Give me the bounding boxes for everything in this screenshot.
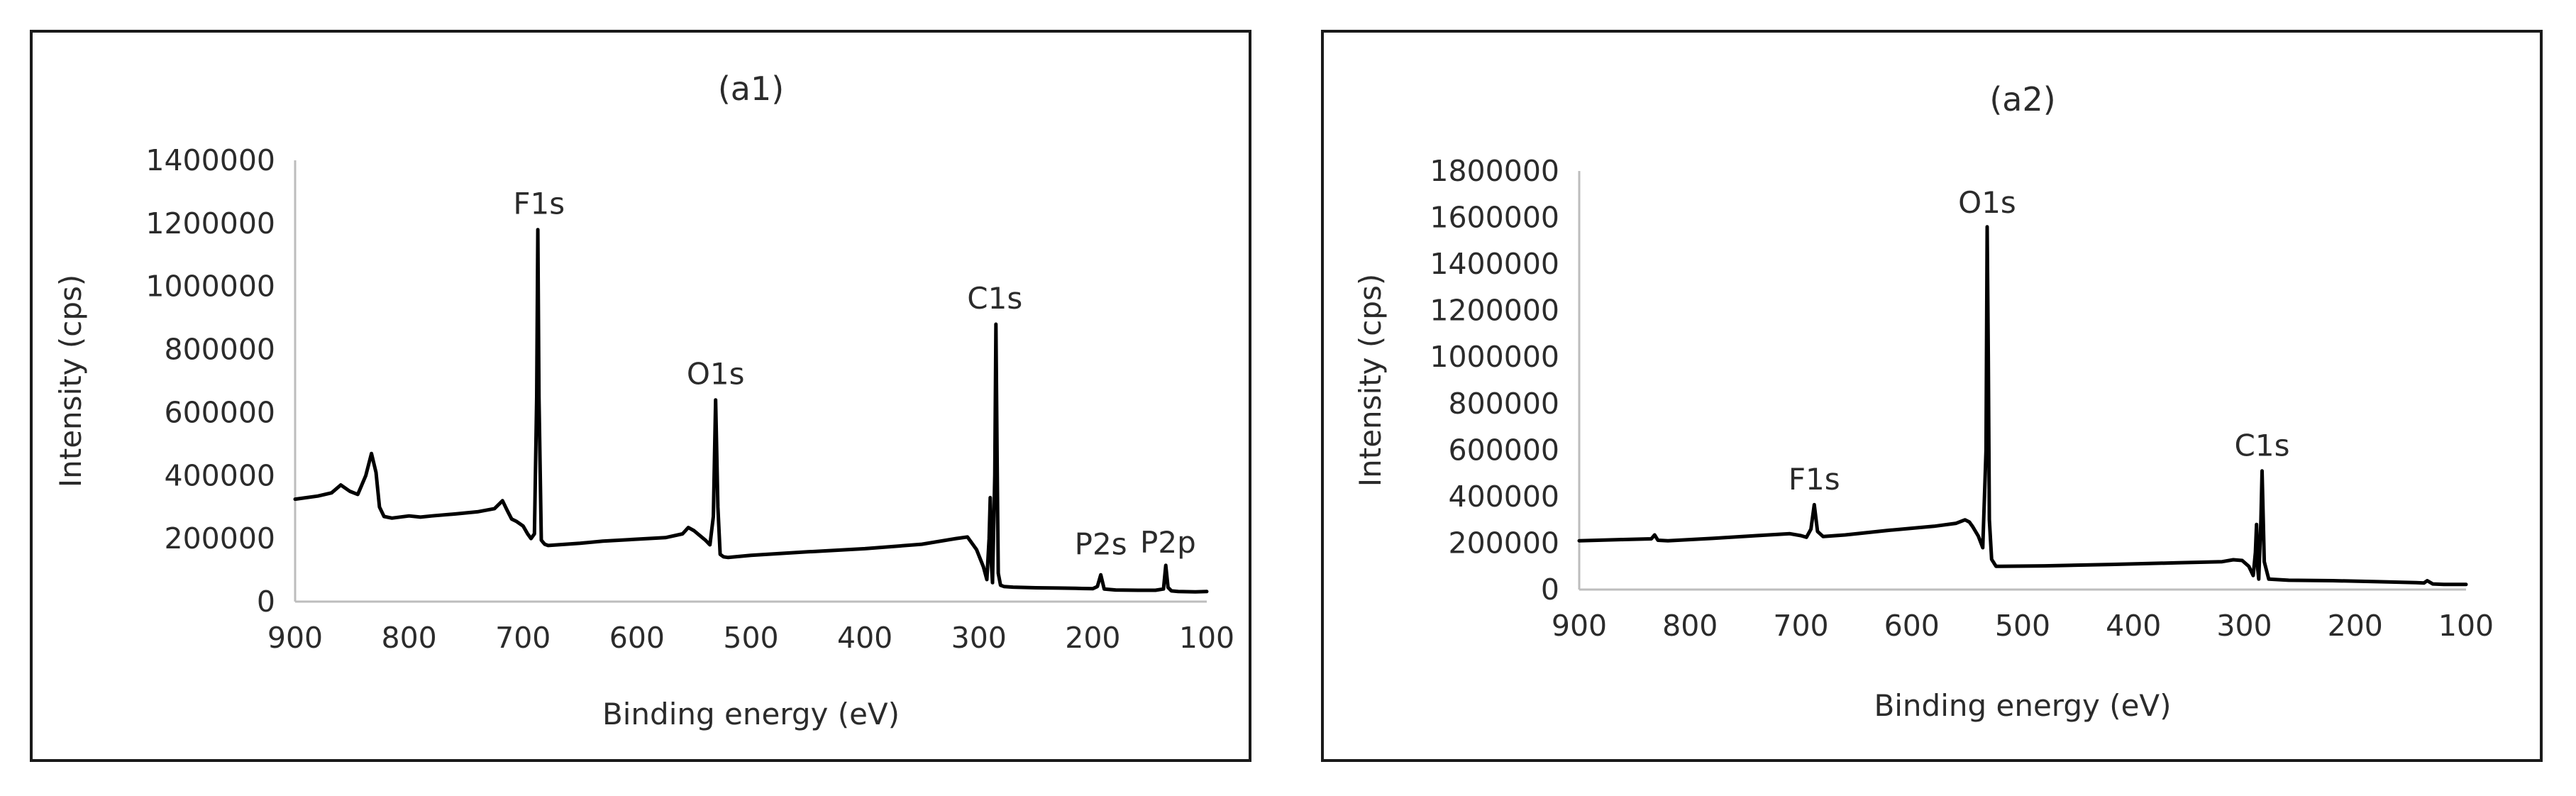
y-tick-label: 1000000 <box>145 270 275 304</box>
spectrum-line <box>1577 225 2468 587</box>
y-tick-label: 1200000 <box>145 206 275 241</box>
x-tick-label: 900 <box>1552 609 1607 643</box>
x-tick-label: 100 <box>2438 609 2494 643</box>
chart-panel-a2: (a2) 0 200000 400000 600000 800000 1000000 1200… <box>1321 30 2543 762</box>
y-tick-label: 1000000 <box>1430 340 1559 374</box>
x-tick-label: 400 <box>837 621 892 655</box>
y-tick-label: 400000 <box>164 458 275 492</box>
x-tick-label: 100 <box>1179 621 1234 655</box>
y-tick-label: 0 <box>1541 573 1559 607</box>
peak-label: C1s <box>2235 429 2290 463</box>
spectrum-line <box>293 228 1209 594</box>
y-tick-label: 200000 <box>164 521 275 555</box>
y-tick-label: 1400000 <box>1430 247 1559 281</box>
peak-label: P2s <box>1075 526 1127 561</box>
x-tick-label: 300 <box>951 621 1007 655</box>
peak-label: P2p <box>1140 525 1196 560</box>
y-tick-label: 200000 <box>1448 526 1559 560</box>
x-tick-label: 400 <box>2106 609 2161 643</box>
x-tick-label: 500 <box>1995 609 2050 643</box>
peak-label: F1s <box>1789 462 1840 497</box>
x-tick-label: 700 <box>495 621 551 655</box>
x-tick-label: 300 <box>2216 609 2272 643</box>
x-axis-label: Binding energy (eV) <box>1874 688 2171 723</box>
x-tick-label: 800 <box>381 621 436 655</box>
x-tick-label: 900 <box>267 621 323 655</box>
y-tick-label: 0 <box>257 585 275 619</box>
x-tick-label: 200 <box>1065 621 1120 655</box>
x-tick-label: 600 <box>1884 609 1940 643</box>
y-tick-label: 800000 <box>1448 387 1559 421</box>
y-tick-label: 1800000 <box>1430 154 1559 188</box>
y-tick-label: 1400000 <box>145 143 275 177</box>
x-tick-label: 600 <box>609 621 665 655</box>
xps-spectrum-chart-a1: (a1) 0 200000 400000 600000 800000 1000000 1200… <box>53 70 1234 731</box>
y-tick-label: 600000 <box>1448 433 1559 467</box>
y-tick-label: 400000 <box>1448 480 1559 514</box>
y-axis-label: Intensity (cps) <box>53 275 88 488</box>
x-tick-label: 500 <box>723 621 778 655</box>
y-tick-label: 1200000 <box>1430 294 1559 328</box>
peak-label: F1s <box>513 187 565 221</box>
y-tick-label: 600000 <box>164 395 275 429</box>
chart-title: (a1) <box>718 70 784 108</box>
chart-title: (a2) <box>1989 80 2055 118</box>
chart-panel-a1: (a1) 0 200000 400000 600000 800000 1000000 1200… <box>30 30 1251 762</box>
peak-label: O1s <box>687 356 745 391</box>
peak-label: C1s <box>967 281 1022 316</box>
x-axis-label: Binding energy (eV) <box>602 697 900 731</box>
x-tick-label: 700 <box>1773 609 1828 643</box>
xps-spectrum-chart-a2: (a2) 0 200000 400000 600000 800000 1000000 1200… <box>1353 80 2494 723</box>
y-axis-label: Intensity (cps) <box>1353 274 1388 487</box>
peak-label: O1s <box>1958 185 2016 220</box>
x-tick-label: 200 <box>2328 609 2383 643</box>
y-tick-label: 800000 <box>164 333 275 367</box>
y-tick-label: 1600000 <box>1430 201 1559 235</box>
x-tick-label: 800 <box>1662 609 1718 643</box>
